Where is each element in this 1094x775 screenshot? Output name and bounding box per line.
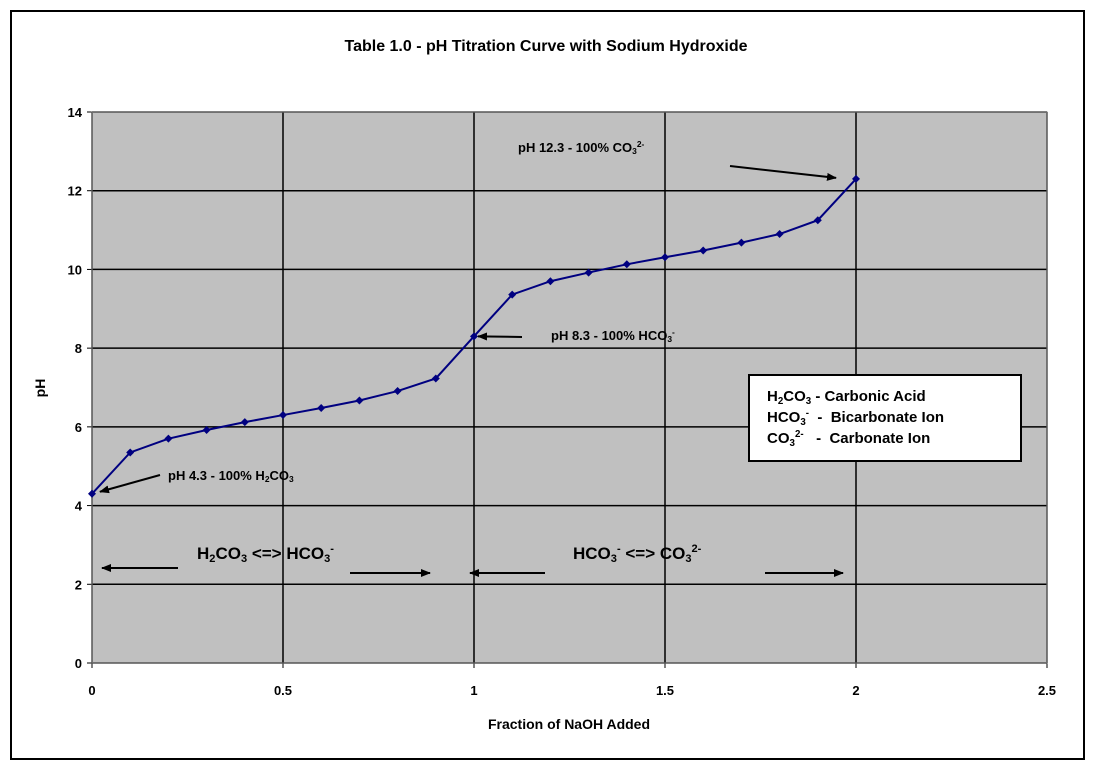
- data-point: [584, 268, 593, 277]
- text-segment: H: [197, 544, 209, 563]
- text-segment: 2-: [795, 429, 804, 440]
- y-tick-label: 12: [68, 184, 82, 199]
- legend-box: [748, 374, 1022, 462]
- text-segment: <=> CO: [621, 544, 686, 563]
- annotation-label: pH 12.3 - 100% CO32-: [518, 139, 645, 156]
- data-point: [393, 387, 402, 396]
- text-segment: CO: [215, 544, 241, 563]
- data-point: [661, 253, 669, 262]
- text-segment: 2: [778, 396, 784, 407]
- text-segment: -: [330, 543, 334, 555]
- text-segment: 3: [790, 438, 796, 449]
- annotation-label: pH 8.3 - 100% HCO3-: [551, 327, 675, 344]
- data-point: [508, 290, 517, 299]
- data-point: [737, 238, 746, 247]
- text-segment: - Carbonate Ion: [804, 430, 931, 447]
- x-tick-label: 2: [852, 683, 859, 698]
- text-segment: -: [806, 408, 809, 419]
- y-tick-label: 10: [68, 262, 82, 277]
- y-axis-label: pH: [32, 379, 48, 398]
- legend-entry: HCO3- - Bicarbonate Ion: [767, 408, 944, 428]
- x-tick-label: 0.5: [274, 683, 292, 698]
- plot-border: [91, 111, 1048, 664]
- text-segment: CO: [783, 388, 806, 405]
- annotation-arrow: [729, 165, 837, 181]
- data-point: [164, 434, 173, 443]
- data-point: [126, 448, 135, 457]
- text-segment: 2-: [637, 139, 645, 149]
- legend-entry: CO32- - Carbonate Ion: [767, 429, 930, 449]
- text-segment: 3: [289, 474, 294, 484]
- text-segment: 3: [324, 553, 330, 565]
- data-point: [813, 216, 822, 225]
- data-point: [470, 332, 478, 341]
- text-segment: 2-: [692, 543, 702, 555]
- text-segment: H: [767, 388, 778, 405]
- text-segment: CO: [767, 430, 790, 447]
- text-segment: 3: [685, 553, 691, 565]
- x-tick-label: 0: [88, 683, 95, 698]
- data-point: [699, 246, 708, 255]
- data-point: [240, 418, 249, 427]
- data-point: [622, 260, 631, 269]
- data-point: [88, 489, 96, 498]
- data-point: [317, 403, 326, 412]
- x-tick-label: 2.5: [1038, 683, 1056, 698]
- text-segment: -: [672, 327, 675, 337]
- text-segment: pH 4.3 - 100% H: [168, 468, 265, 483]
- y-tick-label: 6: [75, 420, 82, 435]
- text-segment: pH 8.3 - 100% HCO: [551, 328, 667, 343]
- text-segment: 3: [632, 146, 637, 156]
- y-tick-label: 14: [68, 105, 83, 120]
- data-point: [546, 277, 555, 286]
- region-label: H2CO3 <=> HCO3-: [197, 543, 334, 564]
- text-segment: - Bicarbonate Ion: [809, 409, 944, 426]
- text-segment: HCO: [573, 544, 611, 563]
- chart-title: Table 1.0 - pH Titration Curve with Sodi…: [344, 38, 747, 55]
- x-axis-label: Fraction of NaOH Added: [488, 716, 650, 732]
- text-segment: 3: [667, 334, 672, 344]
- text-segment: -: [617, 543, 621, 555]
- text-segment: <=> HCO: [247, 544, 324, 563]
- data-point: [431, 374, 440, 383]
- text-segment: 3: [611, 553, 617, 565]
- legend-entry: H2CO3 - Carbonic Acid: [767, 388, 926, 407]
- text-segment: - Carbonic Acid: [811, 388, 925, 405]
- region-label: HCO3- <=> CO32-: [573, 543, 702, 564]
- data-point: [202, 426, 211, 435]
- annotation-label: pH 4.3 - 100% H2CO3: [168, 468, 294, 484]
- annotation-arrow: [477, 332, 523, 341]
- text-segment: 2: [265, 474, 270, 484]
- data-point: [279, 411, 287, 420]
- text-segment: 3: [241, 553, 247, 565]
- annotation-arrow: [99, 474, 161, 494]
- text-segment: 3: [806, 396, 812, 407]
- text-segment: 2: [209, 553, 215, 565]
- y-tick-label: 8: [75, 341, 82, 356]
- text-segment: 3: [800, 417, 806, 428]
- y-tick-label: 0: [75, 656, 82, 671]
- data-point: [852, 174, 860, 183]
- x-tick-label: 1: [470, 683, 477, 698]
- y-tick-label: 2: [75, 577, 82, 592]
- text-segment: CO: [270, 468, 290, 483]
- text-segment: pH 12.3 - 100% CO: [518, 140, 632, 155]
- data-point: [355, 396, 364, 405]
- y-tick-label: 4: [75, 499, 83, 514]
- data-point: [775, 230, 784, 239]
- text-segment: HCO: [767, 409, 801, 426]
- x-tick-label: 1.5: [656, 683, 674, 698]
